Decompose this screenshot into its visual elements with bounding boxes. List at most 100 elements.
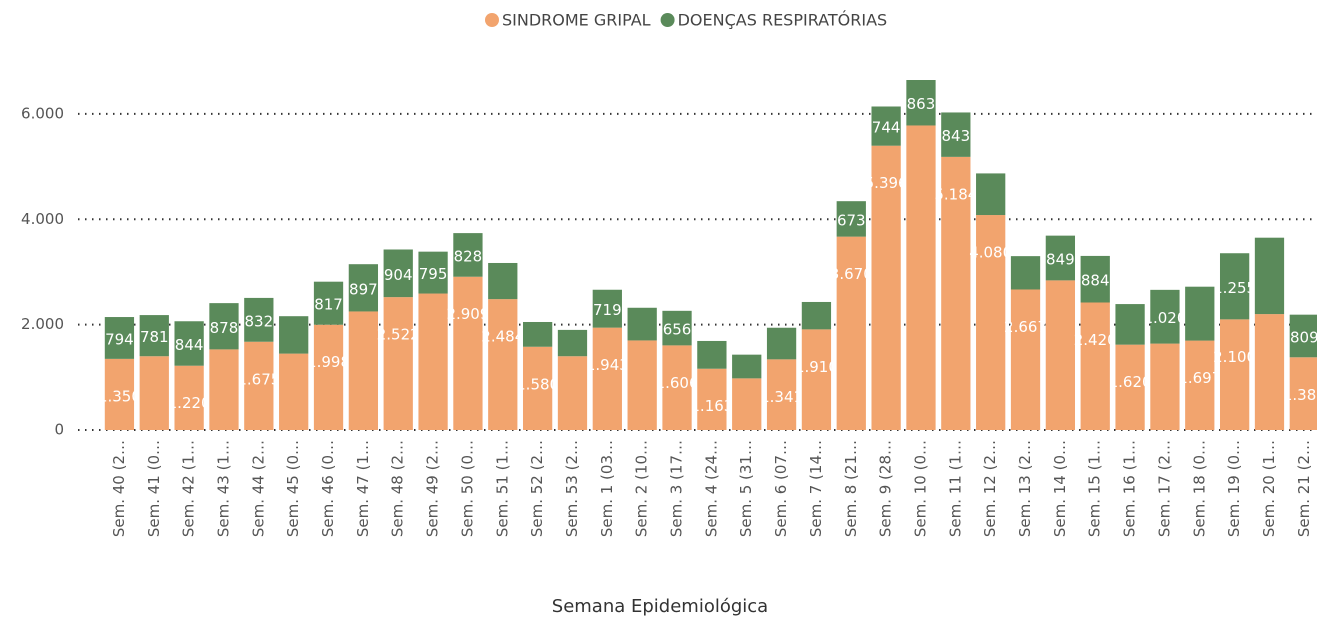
bar-segment: [941, 112, 971, 157]
bar-segment: [1010, 289, 1041, 430]
bar-segment: [1289, 314, 1317, 358]
data-label: 878: [210, 319, 239, 337]
x-tick-label: Sem. 42 (1…: [180, 440, 198, 537]
x-tick-label: Sem. 9 (28…: [877, 440, 895, 537]
data-label: 863: [907, 95, 936, 113]
bar-segment: [906, 125, 936, 430]
legend-marker: [660, 13, 675, 27]
bar-segment: [627, 340, 657, 430]
bar-segment: [1219, 253, 1250, 320]
bar-segment: [766, 327, 797, 360]
x-tick-label: Sem. 51 (1…: [493, 440, 511, 537]
data-label: 1.580: [516, 375, 559, 393]
x-tick-label: Sem. 14 (0…: [1051, 440, 1069, 537]
bar-segment: [348, 311, 379, 430]
bar-segment: [453, 233, 483, 277]
bar-segment: [662, 310, 692, 346]
y-tick-label: 6.000: [21, 104, 64, 122]
bar-segment: [1010, 256, 1041, 290]
bar-segment: [139, 356, 169, 430]
y-tick-label: 4.000: [21, 210, 64, 228]
x-tick-label: Sem. 6 (07…: [772, 440, 790, 537]
bar-segment: [732, 354, 762, 379]
bar-segment: [279, 316, 309, 354]
x-tick-label: Sem. 41 (0…: [145, 440, 163, 537]
bar-segment: [592, 289, 622, 328]
data-label: 4.080: [969, 244, 1012, 262]
bar-segment: [1289, 357, 1317, 430]
bar-segment: [453, 276, 483, 430]
bar-segment: [732, 378, 762, 430]
x-tick-label: Sem. 2 (10…: [633, 440, 651, 537]
data-label: 673: [837, 211, 866, 229]
bar-segment: [313, 324, 344, 430]
x-tick-label: Sem. 21 (2…: [1295, 440, 1313, 537]
data-label: 1.220: [168, 394, 211, 412]
bar-segment: [1150, 343, 1180, 430]
bar-segment: [1115, 344, 1145, 430]
data-label: 1.998: [307, 353, 350, 371]
bar-segment: [244, 341, 274, 430]
x-tick-label: Sem. 16 (1…: [1121, 440, 1139, 537]
bar-segment: [1045, 280, 1076, 430]
data-label: 817: [314, 296, 343, 314]
data-label: 904: [384, 266, 413, 284]
data-label: 795: [419, 265, 448, 283]
legend-marker: [485, 13, 499, 27]
data-label: 3.670: [830, 265, 873, 283]
bar-segment: [697, 368, 727, 430]
bar-segment: [522, 346, 553, 430]
bar-segment: [836, 201, 866, 237]
y-tick-label: 0: [54, 421, 64, 439]
data-label: 5.184: [934, 185, 977, 203]
x-tick-label: Sem. 3 (17…: [668, 440, 686, 537]
data-label: 828: [454, 247, 483, 265]
x-axis-title: Semana Epidemiológica: [552, 596, 768, 617]
data-label: 719: [593, 301, 622, 319]
bar-segment: [1219, 319, 1250, 430]
bar-segment: [557, 329, 588, 357]
data-label: 832: [245, 312, 274, 330]
bar-segment: [209, 303, 239, 350]
bar-segment: [1115, 304, 1145, 345]
bar-segment: [279, 353, 309, 430]
data-label: 1.620: [1109, 373, 1152, 391]
bar-segment: [1080, 302, 1110, 430]
bar-segment: [627, 307, 657, 341]
bar-segment: [871, 106, 901, 146]
bar-segment: [418, 293, 448, 430]
bar-segment: [1254, 314, 1285, 430]
bar-segment: [976, 215, 1006, 430]
bar-segment: [801, 301, 832, 330]
data-label: 5.396: [865, 174, 908, 192]
x-tick-label: Sem. 46 (0…: [319, 440, 337, 537]
x-tick-label: Sem. 11 (1…: [946, 440, 964, 537]
bar-segment: [174, 365, 204, 430]
bar-segment: [488, 299, 518, 430]
bar-segment: [557, 356, 588, 430]
bar-segment: [941, 156, 971, 430]
data-label: 897: [349, 280, 378, 298]
x-tick-label: Sem. 5 (31…: [737, 440, 755, 537]
data-label: 884: [1081, 272, 1110, 290]
bar-segment: [209, 349, 239, 430]
bar-segment: [383, 297, 413, 430]
data-label: 809: [1290, 328, 1317, 346]
bar-segment: [1254, 237, 1285, 315]
data-label: 1.350: [98, 387, 141, 405]
x-tick-label: Sem. 40 (2…: [110, 440, 128, 537]
x-tick-label: Sem. 52 (2…: [528, 440, 546, 537]
bar-segment: [104, 317, 135, 359]
bar-segment: [174, 321, 204, 366]
x-tick-label: Sem. 7 (14…: [807, 440, 825, 537]
x-tick-label: Sem. 12 (2…: [981, 440, 999, 537]
data-label: 2.100: [1213, 348, 1256, 366]
data-label: 1.675: [237, 370, 280, 388]
x-tick-label: Sem. 8 (21…: [842, 440, 860, 537]
bar-segment: [244, 297, 274, 342]
x-tick-label: Sem. 48 (2…: [389, 440, 407, 537]
bar-segment: [1150, 289, 1180, 344]
data-label: 843: [942, 127, 971, 145]
bar-segment: [1185, 340, 1215, 430]
x-tick-label: Sem. 4 (24…: [702, 440, 720, 537]
